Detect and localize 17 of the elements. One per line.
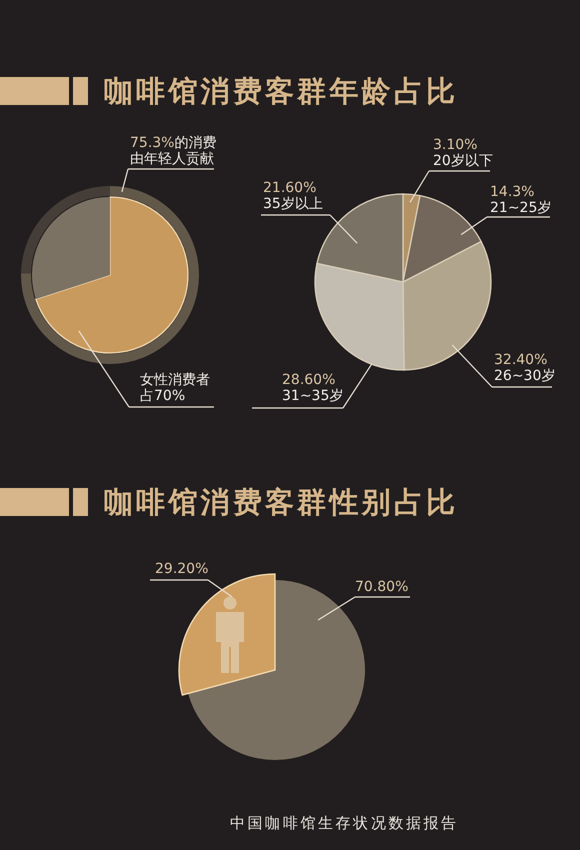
data-label: 女性消费者占70% xyxy=(140,372,210,404)
data-label: 28.60% xyxy=(282,372,336,388)
data-label: 14.3% xyxy=(490,184,534,200)
slice-label: 20岁以下 xyxy=(433,153,493,169)
data-label: 70.80% xyxy=(355,579,408,595)
data-label: 3.10% xyxy=(433,137,478,153)
data-label: 21.60% xyxy=(263,180,316,196)
text: 咖啡馆消费客群年龄占比 xyxy=(104,74,458,108)
slice-label: 21~25岁 xyxy=(490,200,552,216)
chart-title: 咖啡馆消费客群性别占比 xyxy=(104,485,458,519)
slice-label: 26~30岁 xyxy=(494,368,556,384)
slice-label: 31~35岁 xyxy=(282,388,344,404)
data-label: 75.3%的消费由年轻人贡献 xyxy=(130,135,216,167)
data-label: 32.40% xyxy=(494,352,548,368)
text: 中国咖啡馆生存状况数据报告 xyxy=(230,814,459,832)
slice-label: 35岁以上 xyxy=(263,196,323,212)
data-label: 29.20% xyxy=(155,561,208,577)
